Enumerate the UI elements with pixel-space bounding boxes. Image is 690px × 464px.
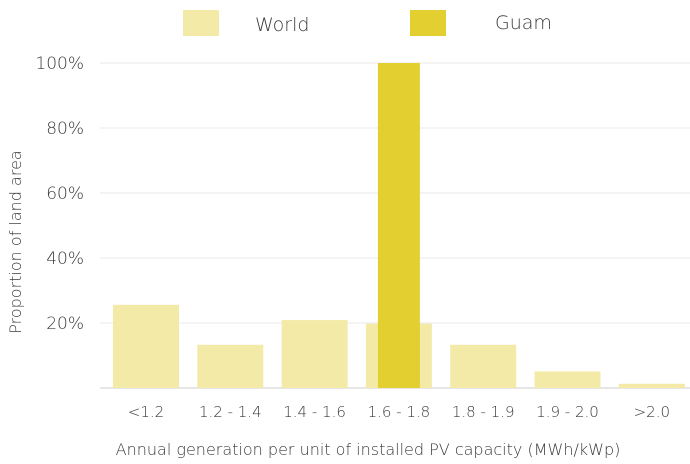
y-tick-label: 80%	[46, 119, 84, 139]
legend-swatch-guam	[410, 10, 446, 36]
x-axis-title: Annual generation per unit of installed …	[116, 440, 621, 459]
bar-world	[281, 320, 348, 388]
y-tick-label: 20%	[46, 314, 84, 334]
x-tick-label: 1.2 - 1.4	[199, 403, 262, 421]
y-tick-labels: 20% 40% 60% 80% 100%	[35, 54, 84, 334]
x-tick-labels: <1.2 1.2 - 1.4 1.4 - 1.6 1.6 - 1.8 1.8 - 1.9…	[128, 403, 670, 421]
legend-label-world: World	[255, 14, 309, 36]
y-tick-label: 60%	[46, 184, 84, 204]
bar-world	[197, 344, 264, 388]
y-axis-title: Proportion of land area	[6, 150, 25, 333]
bar-world	[450, 344, 517, 388]
x-tick-label: 1.8 - 1.9	[452, 403, 515, 421]
bar-world	[534, 371, 601, 388]
bar-world	[113, 304, 179, 388]
legend-swatch-world	[183, 10, 219, 36]
x-tick-label: 1.6 - 1.8	[368, 403, 431, 421]
bar-guam	[377, 63, 420, 388]
x-tick-label: 1.4 - 1.6	[283, 403, 346, 421]
x-tick-label: >2.0	[634, 403, 670, 421]
y-tick-label: 100%	[35, 54, 84, 74]
bar-world	[618, 383, 685, 388]
legend-label-guam: Guam	[495, 12, 552, 34]
x-tick-label: <1.2	[128, 403, 164, 421]
bars	[113, 63, 685, 388]
y-tick-label: 40%	[46, 249, 84, 269]
legend: World Guam	[183, 10, 552, 36]
x-tick-label: 1.9 - 2.0	[536, 403, 599, 421]
